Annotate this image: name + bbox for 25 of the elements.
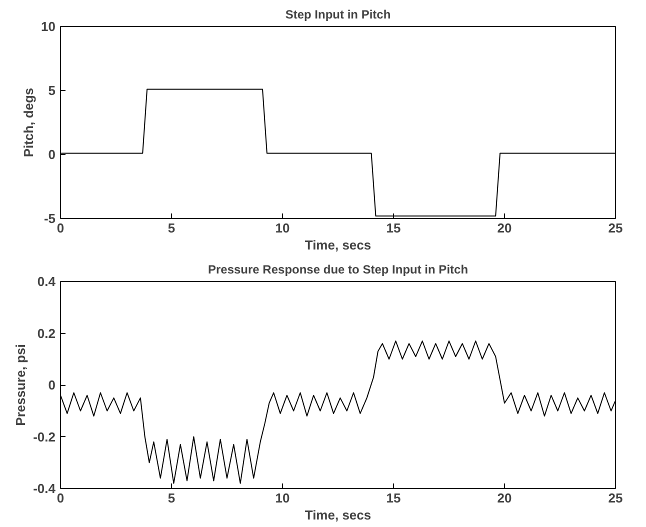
x-tick-label: 25 <box>608 490 623 506</box>
y-tick-label: 0 <box>48 147 56 162</box>
y-tick-label: 0 <box>48 378 56 392</box>
y-tick-label: -0.2 <box>33 429 56 444</box>
x-tick-label: 10 <box>275 490 290 506</box>
y-tick-label: 5 <box>48 83 56 98</box>
x-tick-label: 20 <box>497 490 512 506</box>
x-tick-label: 5 <box>168 220 176 236</box>
x-axis-title: Time, secs <box>304 508 372 522</box>
chart-title: Step Input in Pitch <box>285 8 391 22</box>
y-axis-title: Pitch, degs <box>21 88 36 158</box>
y-axis-title: Pressure, psi <box>13 344 28 426</box>
y-tick-label: 0.2 <box>37 326 56 341</box>
x-tick-label: 25 <box>608 220 623 236</box>
y-tick-label: 0.4 <box>37 274 56 289</box>
y-tick-label: -5 <box>44 211 56 226</box>
y-tick-label: 10 <box>41 19 56 34</box>
chart-title: Pressure Response due to Step Input in Pitch <box>208 262 468 276</box>
x-tick-label: 15 <box>386 220 401 236</box>
x-axis-title: Time, secs <box>304 238 372 252</box>
x-tick-label: 20 <box>497 220 512 236</box>
x-tick-label: 5 <box>168 490 176 506</box>
x-tick-label: 10 <box>275 220 290 236</box>
x-tick-label: 15 <box>386 490 401 506</box>
y-tick-label: -0.4 <box>33 481 56 496</box>
